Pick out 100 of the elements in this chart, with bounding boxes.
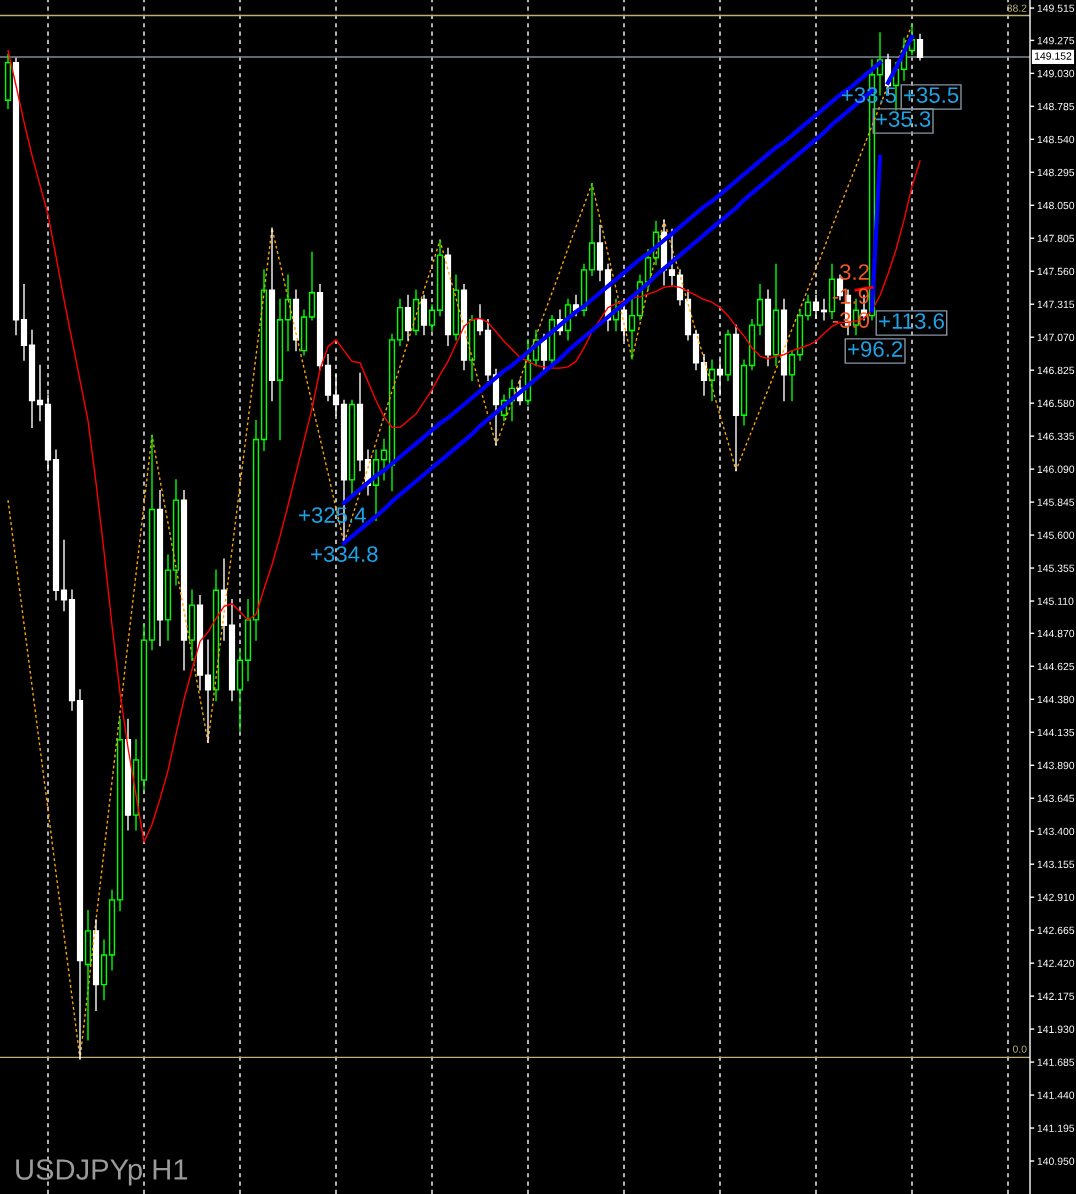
candlestick — [204, 639, 212, 744]
y-tick-label: 148.050 — [1037, 201, 1075, 210]
candlestick — [788, 349, 796, 402]
candlestick — [484, 319, 492, 381]
candlestick — [92, 919, 100, 1011]
y-tick-label: 149.030 — [1037, 69, 1075, 78]
candlestick — [628, 298, 636, 360]
y-tick-label: 145.845 — [1037, 498, 1075, 506]
y-tick-label: 148.540 — [1037, 135, 1075, 144]
y-tick-label: 142.665 — [1037, 926, 1075, 935]
line-series — [885, 34, 915, 85]
candlestick — [748, 319, 756, 371]
candlestick — [212, 569, 220, 702]
candlestick — [404, 294, 412, 341]
candlestick — [148, 434, 156, 651]
y-tick-label: 142.175 — [1037, 992, 1075, 1000]
candlestick — [228, 598, 236, 702]
candlestick — [316, 284, 324, 371]
candlestick — [348, 399, 356, 496]
y-tick-label: 141.195 — [1037, 1124, 1075, 1132]
y-tick-label: 143.155 — [1037, 860, 1075, 869]
candlestick — [684, 289, 692, 341]
candlestick — [292, 289, 300, 352]
y-tick-label: 149.515 — [1037, 4, 1075, 12]
candlestick — [700, 354, 708, 396]
candlestick — [756, 284, 764, 336]
candlestick — [100, 939, 108, 1001]
annotation: +35.5 — [904, 87, 959, 103]
y-tick-label: 141.440 — [1037, 1091, 1075, 1099]
candlestick — [356, 372, 364, 472]
text: 0.0 — [1012, 1045, 1027, 1053]
y-tick-label: 144.625 — [1037, 662, 1075, 671]
annotation: +334.8 — [311, 546, 378, 562]
y-tick-label: 141.930 — [1037, 1025, 1075, 1033]
annotation: +113.6 — [879, 313, 944, 329]
candlestick — [444, 247, 452, 346]
y-tick-label: 147.070 — [1037, 333, 1075, 342]
y-tick-label: 143.645 — [1037, 794, 1075, 803]
y-tick-label: 143.890 — [1037, 761, 1075, 770]
y-tick-label: 144.870 — [1037, 629, 1075, 638]
y-tick-label: 148.785 — [1037, 102, 1075, 111]
candlestick — [772, 263, 780, 367]
candlestick — [28, 329, 36, 429]
candlestick — [796, 309, 804, 361]
candlestick — [668, 228, 676, 286]
ref-line-label: 149.152 — [1034, 52, 1072, 60]
candlestick — [732, 324, 740, 472]
candlestick — [276, 298, 284, 441]
candlestick — [300, 309, 308, 356]
candlestick — [460, 284, 468, 371]
candlestick — [188, 589, 196, 661]
candlestick — [84, 909, 92, 1041]
y-tick-label: 146.580 — [1037, 399, 1075, 408]
y-tick-label: 141.685 — [1037, 1058, 1075, 1066]
candlestick — [308, 251, 316, 321]
candlestick — [388, 333, 396, 492]
y-tick-label: 140.950 — [1037, 1157, 1075, 1165]
y-tick-label: 142.910 — [1037, 893, 1075, 902]
candlestick — [764, 289, 772, 367]
candlestick — [252, 419, 260, 641]
candlestick — [68, 589, 76, 711]
y-tick-label: 146.825 — [1037, 366, 1075, 375]
text: USDJPYp H1 — [16, 1159, 188, 1186]
candlestick — [476, 304, 484, 336]
candlestick — [12, 57, 20, 336]
candlestick — [916, 33, 924, 61]
candlestick — [196, 594, 204, 691]
candlestick — [452, 274, 460, 341]
candlestick — [436, 239, 444, 317]
candlestick — [108, 889, 116, 971]
annotation: 3.2 — [839, 264, 869, 280]
y-tick-label: 144.380 — [1037, 695, 1075, 704]
candlestick — [20, 284, 28, 361]
y-tick-label: 147.315 — [1037, 300, 1075, 309]
candlestick — [236, 648, 244, 731]
candlestick — [268, 227, 276, 402]
y-tick-label: 146.335 — [1037, 432, 1075, 441]
candlestick — [244, 598, 252, 682]
candlestick — [76, 689, 84, 1060]
y-tick-label: 146.090 — [1037, 465, 1075, 473]
candlestick — [396, 298, 404, 346]
candlestick — [692, 329, 700, 371]
y-tick-label: 149.275 — [1037, 36, 1075, 45]
y-tick-label: 142.420 — [1037, 959, 1075, 968]
annotation: +35.3 — [876, 111, 931, 127]
text: 38.2 — [1007, 4, 1027, 12]
y-tick-label: 147.560 — [1037, 267, 1075, 276]
y-tick-label: 144.135 — [1037, 728, 1075, 737]
candlestick — [324, 354, 332, 402]
candlestick — [740, 359, 748, 426]
candlestick — [260, 269, 268, 451]
candlestick — [140, 624, 148, 791]
y-tick-label: 143.400 — [1037, 827, 1075, 836]
candlestick — [172, 479, 180, 586]
candlestick — [180, 489, 188, 671]
candlestick — [116, 718, 124, 912]
candlestick — [588, 183, 596, 276]
y-tick-label: 148.295 — [1037, 168, 1075, 177]
candlestick — [724, 329, 732, 381]
candlestick — [156, 489, 164, 647]
